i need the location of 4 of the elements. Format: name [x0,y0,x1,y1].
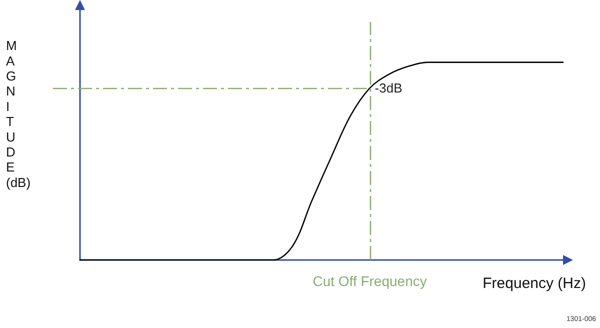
x-axis-title: Frequency (Hz) [482,275,586,292]
ref-line-label: -3dB [374,80,402,96]
text: Cut Off Frequency [312,273,427,289]
text: MAGNITUDE (dB) [6,38,31,190]
